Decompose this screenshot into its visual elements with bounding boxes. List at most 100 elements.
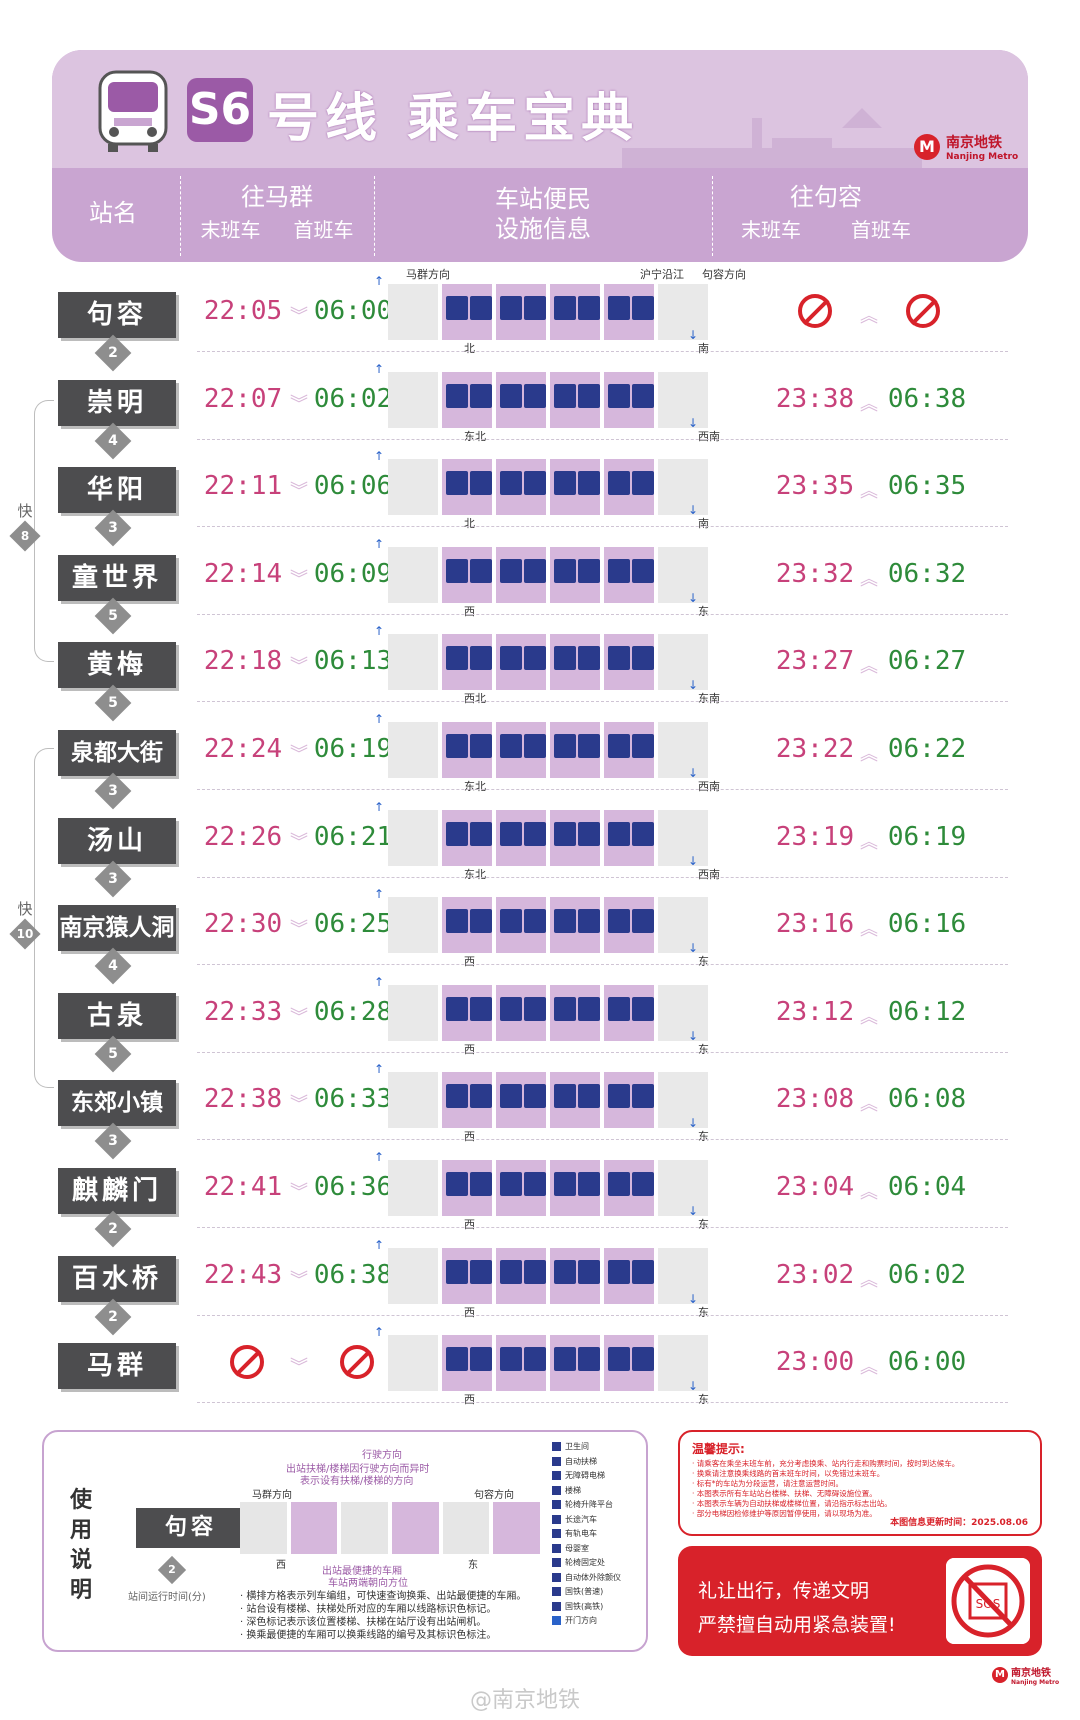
train-car-diagram — [388, 371, 708, 428]
facility-icon — [500, 821, 522, 846]
col-last-train: 末班车 — [200, 218, 261, 242]
facility-icon — [446, 1347, 468, 1372]
jurong-first-train: 06:22 — [887, 734, 967, 764]
maqun-direction-label: 马群方向 — [406, 268, 450, 281]
jurong-first-train: 06:35 — [887, 471, 967, 502]
facility-icon — [554, 996, 576, 1021]
train-car — [442, 722, 492, 778]
jurong-first-train: 06:12 — [887, 996, 967, 1027]
train-car — [658, 634, 708, 691]
maqun-first-train: 06:06 — [313, 471, 393, 502]
door-direction-icon: ↓ — [688, 328, 699, 342]
train-car — [658, 1247, 708, 1304]
side-label: 西 — [464, 1130, 475, 1144]
chevron-up-icon: ︽ — [860, 481, 878, 503]
facility-icon — [608, 1347, 630, 1372]
train-car — [442, 1247, 492, 1304]
facility-icon — [554, 383, 576, 408]
no-service-icon — [906, 294, 940, 328]
facility-icon — [446, 734, 468, 758]
jurong-first-train: 06:08 — [887, 1084, 967, 1115]
door-direction-icon: ↑ — [374, 799, 385, 814]
interval-badge: 2 — [94, 334, 132, 372]
guide-travel-dir: 行驶方向 — [362, 1450, 402, 1461]
facility-icon — [554, 558, 576, 583]
tips-body: · 请乘客在乘坐末班车前，充分考虑换乘、站内行走和购票时间，按时到达候车。 · … — [692, 1459, 960, 1518]
chevron-down-icon: ︾ — [290, 656, 308, 678]
facility-icon — [470, 734, 492, 758]
maqun-first-train: 06:02 — [313, 383, 393, 414]
facility-icon — [500, 1347, 522, 1372]
jurong-last-train: 23:08 — [775, 1084, 855, 1115]
guide-note-top2: 表示设有扶梯/楼梯的方向 — [300, 1476, 414, 1487]
station-row: 古泉 22:33 06:28 ︾ 西 东 ↑ ↓ ︽ 23:12 06:12 5 — [52, 973, 1028, 1073]
door-direction-icon: ↓ — [688, 766, 699, 780]
row-divider — [197, 526, 1008, 528]
facility-icon — [608, 646, 630, 671]
header-banner: S6 号线 乘车宝典 M 南京地铁 Nanjing Metro 站名 往马群 末… — [52, 50, 1028, 262]
station-name: 马群 — [58, 1343, 176, 1390]
train-car — [496, 634, 546, 691]
train-car-diagram — [388, 284, 708, 340]
train-car-diagram — [388, 809, 708, 866]
facility-icon — [608, 296, 630, 320]
facility-icon — [554, 909, 576, 934]
train-car — [604, 546, 654, 603]
train-car — [550, 722, 600, 778]
station-name: 童世界 — [58, 554, 176, 601]
chevron-up-icon: ︽ — [860, 1269, 878, 1291]
train-car — [550, 984, 600, 1041]
metro-logo: M 南京地铁 Nanjing Metro — [914, 132, 1018, 162]
side-label-2: 东 — [698, 955, 709, 969]
train-car-diagram — [388, 897, 708, 954]
train-car — [496, 897, 546, 954]
train-car — [496, 1335, 546, 1392]
side-label-2: 东 — [698, 1130, 709, 1144]
facility-icon — [470, 471, 492, 496]
station-row: 东郊小镇 22:38 06:33 ︾ 西东 ↑ ↓ ︽ 23:08 06:08 3 — [52, 1060, 1028, 1160]
high-speed-rail-icon — [552, 1601, 561, 1611]
station-name: 汤山 — [58, 817, 176, 864]
guide-title: 使用说明 — [70, 1488, 93, 1603]
facility-icon — [608, 909, 630, 934]
facility-icon — [554, 471, 576, 496]
jurong-last-train: 23:22 — [775, 734, 855, 764]
guide-interval-label: 站间运行时间(分) — [128, 1592, 206, 1603]
jurong-last-train: 23:19 — [775, 821, 855, 852]
train-car — [388, 1335, 438, 1392]
train-car — [442, 984, 492, 1041]
station-name: 东郊小镇 — [58, 1080, 176, 1127]
maqun-first-train: 06:38 — [313, 1259, 393, 1290]
jurong-first-train: 06:02 — [887, 1259, 967, 1290]
guide-maqun-dir: 马群方向 — [252, 1490, 292, 1501]
tips-box: 温馨提示: · 请乘客在乘坐末班车前，充分考虑换乘、站内行走和购票时间，按时到达… — [678, 1430, 1042, 1536]
train-car-diagram — [388, 1160, 708, 1216]
facility-icon — [632, 296, 654, 320]
maqun-last-train: 22:43 — [203, 1259, 283, 1290]
no-service-icon — [798, 294, 832, 328]
jurong-last-train: 23:38 — [775, 383, 855, 414]
logo-en: Nanjing Metro — [946, 152, 1019, 162]
chevron-up-icon: ︽ — [860, 656, 878, 678]
train-car — [604, 1335, 654, 1392]
train-car — [658, 1160, 708, 1216]
facility-icon — [554, 1084, 576, 1109]
train-car — [658, 1335, 708, 1392]
train-car — [550, 634, 600, 691]
side-label: 西北 — [464, 692, 486, 706]
col-first-train-2: 首班车 — [851, 218, 911, 242]
train-car — [550, 1072, 600, 1129]
side-label-2: 东 — [698, 1393, 709, 1407]
maqun-first-train: 06:13 — [313, 646, 393, 677]
door-direction-icon: ↑ — [374, 274, 385, 288]
jurong-last-train: 23:32 — [775, 558, 855, 589]
chevron-down-icon: ︾ — [290, 306, 308, 327]
train-car — [658, 809, 708, 866]
door-direction-icon: ↓ — [688, 1379, 699, 1394]
guide-train-diagram — [240, 1502, 541, 1554]
train-car — [658, 371, 708, 428]
train-car — [550, 897, 600, 954]
jurong-direction-label: 句容方向 — [702, 268, 746, 281]
col-first-train: 首班车 — [293, 218, 354, 242]
row-divider — [197, 613, 1008, 615]
